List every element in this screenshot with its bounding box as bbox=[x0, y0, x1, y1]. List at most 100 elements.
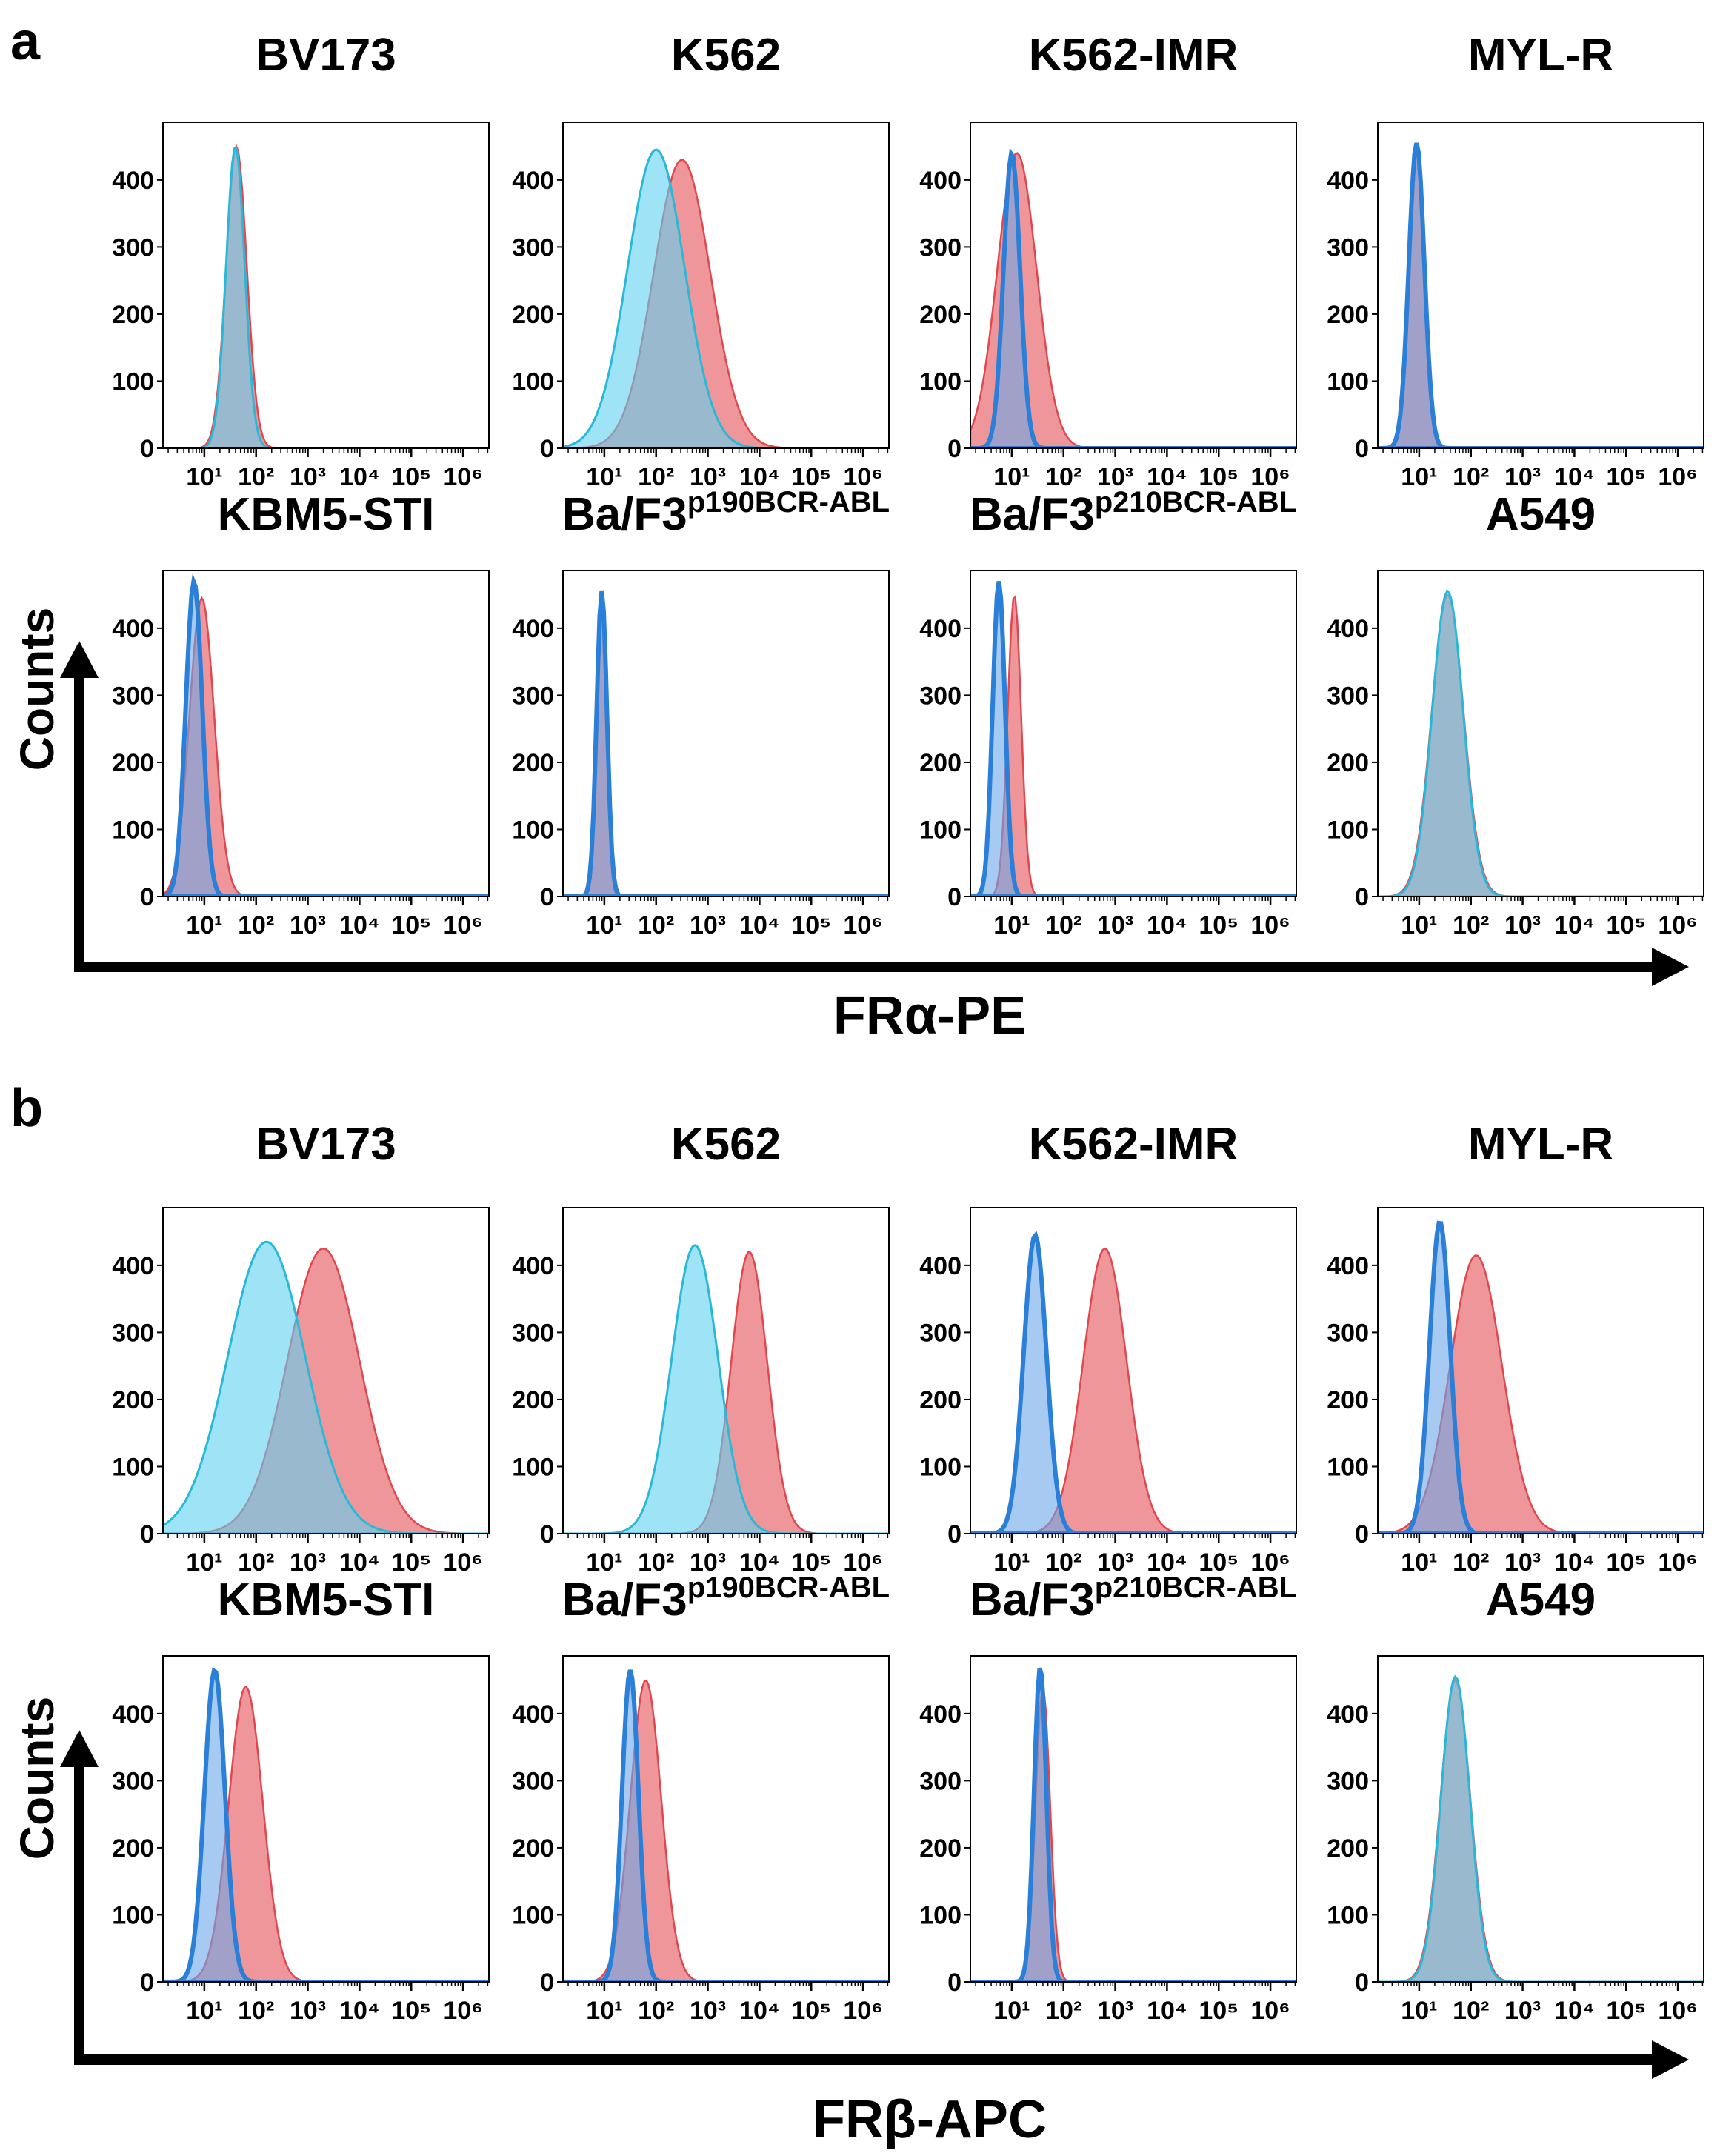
panel-letter: b bbox=[10, 1079, 43, 1138]
x-tick-label: 10² bbox=[1045, 911, 1081, 939]
y-tick-label: 200 bbox=[512, 749, 554, 777]
x-tick-label: 10³ bbox=[1097, 1997, 1133, 2025]
x-tick-label: 10¹ bbox=[993, 1548, 1030, 1577]
plot-frame bbox=[162, 570, 490, 897]
y-tick-label: 300 bbox=[1327, 1319, 1369, 1347]
y-tick-label: 300 bbox=[512, 682, 554, 710]
y-tick-label: 0 bbox=[947, 1969, 961, 1997]
y-tick-label: 100 bbox=[112, 816, 154, 844]
x-tick-label: 10² bbox=[1453, 1548, 1489, 1577]
chart-title: K562 bbox=[671, 30, 781, 81]
y-tick-label: 400 bbox=[112, 1700, 154, 1729]
chart-title: MYL-R bbox=[1468, 1119, 1613, 1170]
x-tick-label: 10³ bbox=[690, 1997, 726, 2025]
plot-area bbox=[1378, 1220, 1704, 1534]
y-tick-label: 400 bbox=[512, 615, 554, 643]
control-histogram bbox=[563, 1669, 889, 1982]
x-tick-label: 10⁶ bbox=[1658, 1997, 1697, 2025]
x-tick-label: 10² bbox=[638, 911, 674, 939]
y-tick-label: 100 bbox=[919, 367, 961, 396]
y-tick-label: 100 bbox=[919, 1901, 961, 1929]
plot-frame bbox=[1377, 122, 1704, 449]
x-tick-label: 10² bbox=[1045, 1548, 1081, 1577]
y-tick-label: 100 bbox=[512, 367, 554, 396]
plot-area bbox=[563, 1669, 889, 1982]
y-tick-label: 400 bbox=[919, 1252, 961, 1280]
x-tick-label: 10² bbox=[1453, 1997, 1489, 2025]
y-tick-label: 300 bbox=[919, 233, 961, 262]
chart-title: A549 bbox=[1486, 489, 1596, 540]
plot-frame bbox=[162, 1655, 490, 1983]
y-tick-label: 0 bbox=[1355, 883, 1369, 911]
histogram-k562-imr: K562-IMR 0 100 200 300 400 10¹ 10² 10³ 10⁴ 10⁵ 10⁶ bbox=[919, 1119, 1297, 1577]
x-tick-label: 10⁴ bbox=[1554, 1548, 1595, 1577]
x-tick-label: 10³ bbox=[1097, 911, 1133, 939]
plot-area bbox=[970, 147, 1296, 448]
plot-area bbox=[163, 573, 489, 896]
x-tick-label: 10¹ bbox=[586, 1997, 622, 2025]
x-tick-label: 10⁶ bbox=[843, 911, 882, 939]
x-tick-label: 10¹ bbox=[1401, 1548, 1437, 1577]
chart-title: Ba/F3p210BCR-ABL bbox=[970, 1571, 1297, 1626]
plot-frame bbox=[162, 1207, 490, 1534]
y-tick-label: 100 bbox=[1327, 367, 1369, 396]
x-tick-label: 10⁶ bbox=[1658, 463, 1697, 491]
y-axis-arrow-head bbox=[60, 641, 99, 678]
y-tick-label: 0 bbox=[947, 883, 961, 911]
x-tick-label: 10³ bbox=[1504, 911, 1541, 939]
x-tick-label: 10⁴ bbox=[339, 911, 380, 939]
x-tick-label: 10³ bbox=[290, 1997, 326, 2025]
y-tick-label: 100 bbox=[919, 816, 961, 844]
x-tick-label: 10² bbox=[638, 1997, 674, 2025]
y-tick-label: 200 bbox=[1327, 749, 1369, 777]
x-tick-label: 10¹ bbox=[1401, 463, 1437, 491]
y-axis-label: Counts bbox=[10, 608, 64, 771]
plot-area bbox=[1378, 590, 1704, 896]
y-tick-label: 100 bbox=[112, 1453, 154, 1481]
y-axis-arrow-head bbox=[60, 1730, 99, 1767]
x-tick-label: 10¹ bbox=[186, 1548, 222, 1577]
x-tick-label: 10² bbox=[238, 463, 274, 491]
plot-area bbox=[1378, 1674, 1704, 1982]
x-tick-label: 10⁵ bbox=[1606, 463, 1646, 491]
x-tick-label: 10² bbox=[1453, 911, 1489, 939]
y-tick-label: 400 bbox=[112, 167, 154, 195]
y-tick-label: 200 bbox=[112, 1386, 154, 1414]
stained-histogram bbox=[970, 1687, 1296, 1982]
plot-frame bbox=[1377, 570, 1704, 897]
x-tick-label: 10⁵ bbox=[791, 911, 831, 939]
control-histogram bbox=[1378, 1674, 1704, 1982]
control-histogram bbox=[163, 1240, 489, 1534]
y-tick-label: 0 bbox=[140, 883, 154, 911]
plot-area bbox=[163, 1667, 489, 1982]
x-tick-label: 10² bbox=[638, 1548, 674, 1577]
control-histogram bbox=[970, 1667, 1296, 1982]
y-tick-label: 300 bbox=[1327, 233, 1369, 262]
x-tick-label: 10¹ bbox=[993, 463, 1030, 491]
x-tick-label: 10³ bbox=[1504, 463, 1541, 491]
x-tick-label: 10⁵ bbox=[1199, 911, 1239, 939]
y-tick-label: 400 bbox=[919, 167, 961, 195]
histogram-ba-f3-p210bcr-abl: Ba/F3p210BCR-ABL 0 100 200 300 400 10¹ 10² 10³ 10… bbox=[919, 1571, 1297, 2025]
y-tick-label: 300 bbox=[1327, 682, 1369, 710]
x-tick-label: 10⁴ bbox=[1147, 1548, 1187, 1577]
control-histogram bbox=[970, 147, 1296, 448]
y-tick-label: 200 bbox=[919, 1834, 961, 1863]
x-tick-label: 10⁶ bbox=[443, 1548, 482, 1577]
x-tick-label: 10³ bbox=[690, 1548, 726, 1577]
plot-area bbox=[970, 581, 1296, 896]
x-tick-label: 10¹ bbox=[993, 1997, 1030, 2025]
control-histogram bbox=[1378, 142, 1704, 448]
chart-title: Ba/F3p210BCR-ABL bbox=[970, 486, 1297, 540]
plot-area bbox=[163, 143, 489, 448]
x-tick-label: 10⁶ bbox=[443, 1997, 482, 2025]
chart-title: Ba/F3p190BCR-ABL bbox=[562, 486, 890, 540]
x-tick-label: 10³ bbox=[290, 1548, 326, 1577]
x-tick-label: 10⁶ bbox=[843, 1548, 882, 1577]
y-tick-label: 300 bbox=[919, 682, 961, 710]
y-tick-label: 300 bbox=[112, 233, 154, 262]
y-tick-label: 300 bbox=[919, 1767, 961, 1795]
